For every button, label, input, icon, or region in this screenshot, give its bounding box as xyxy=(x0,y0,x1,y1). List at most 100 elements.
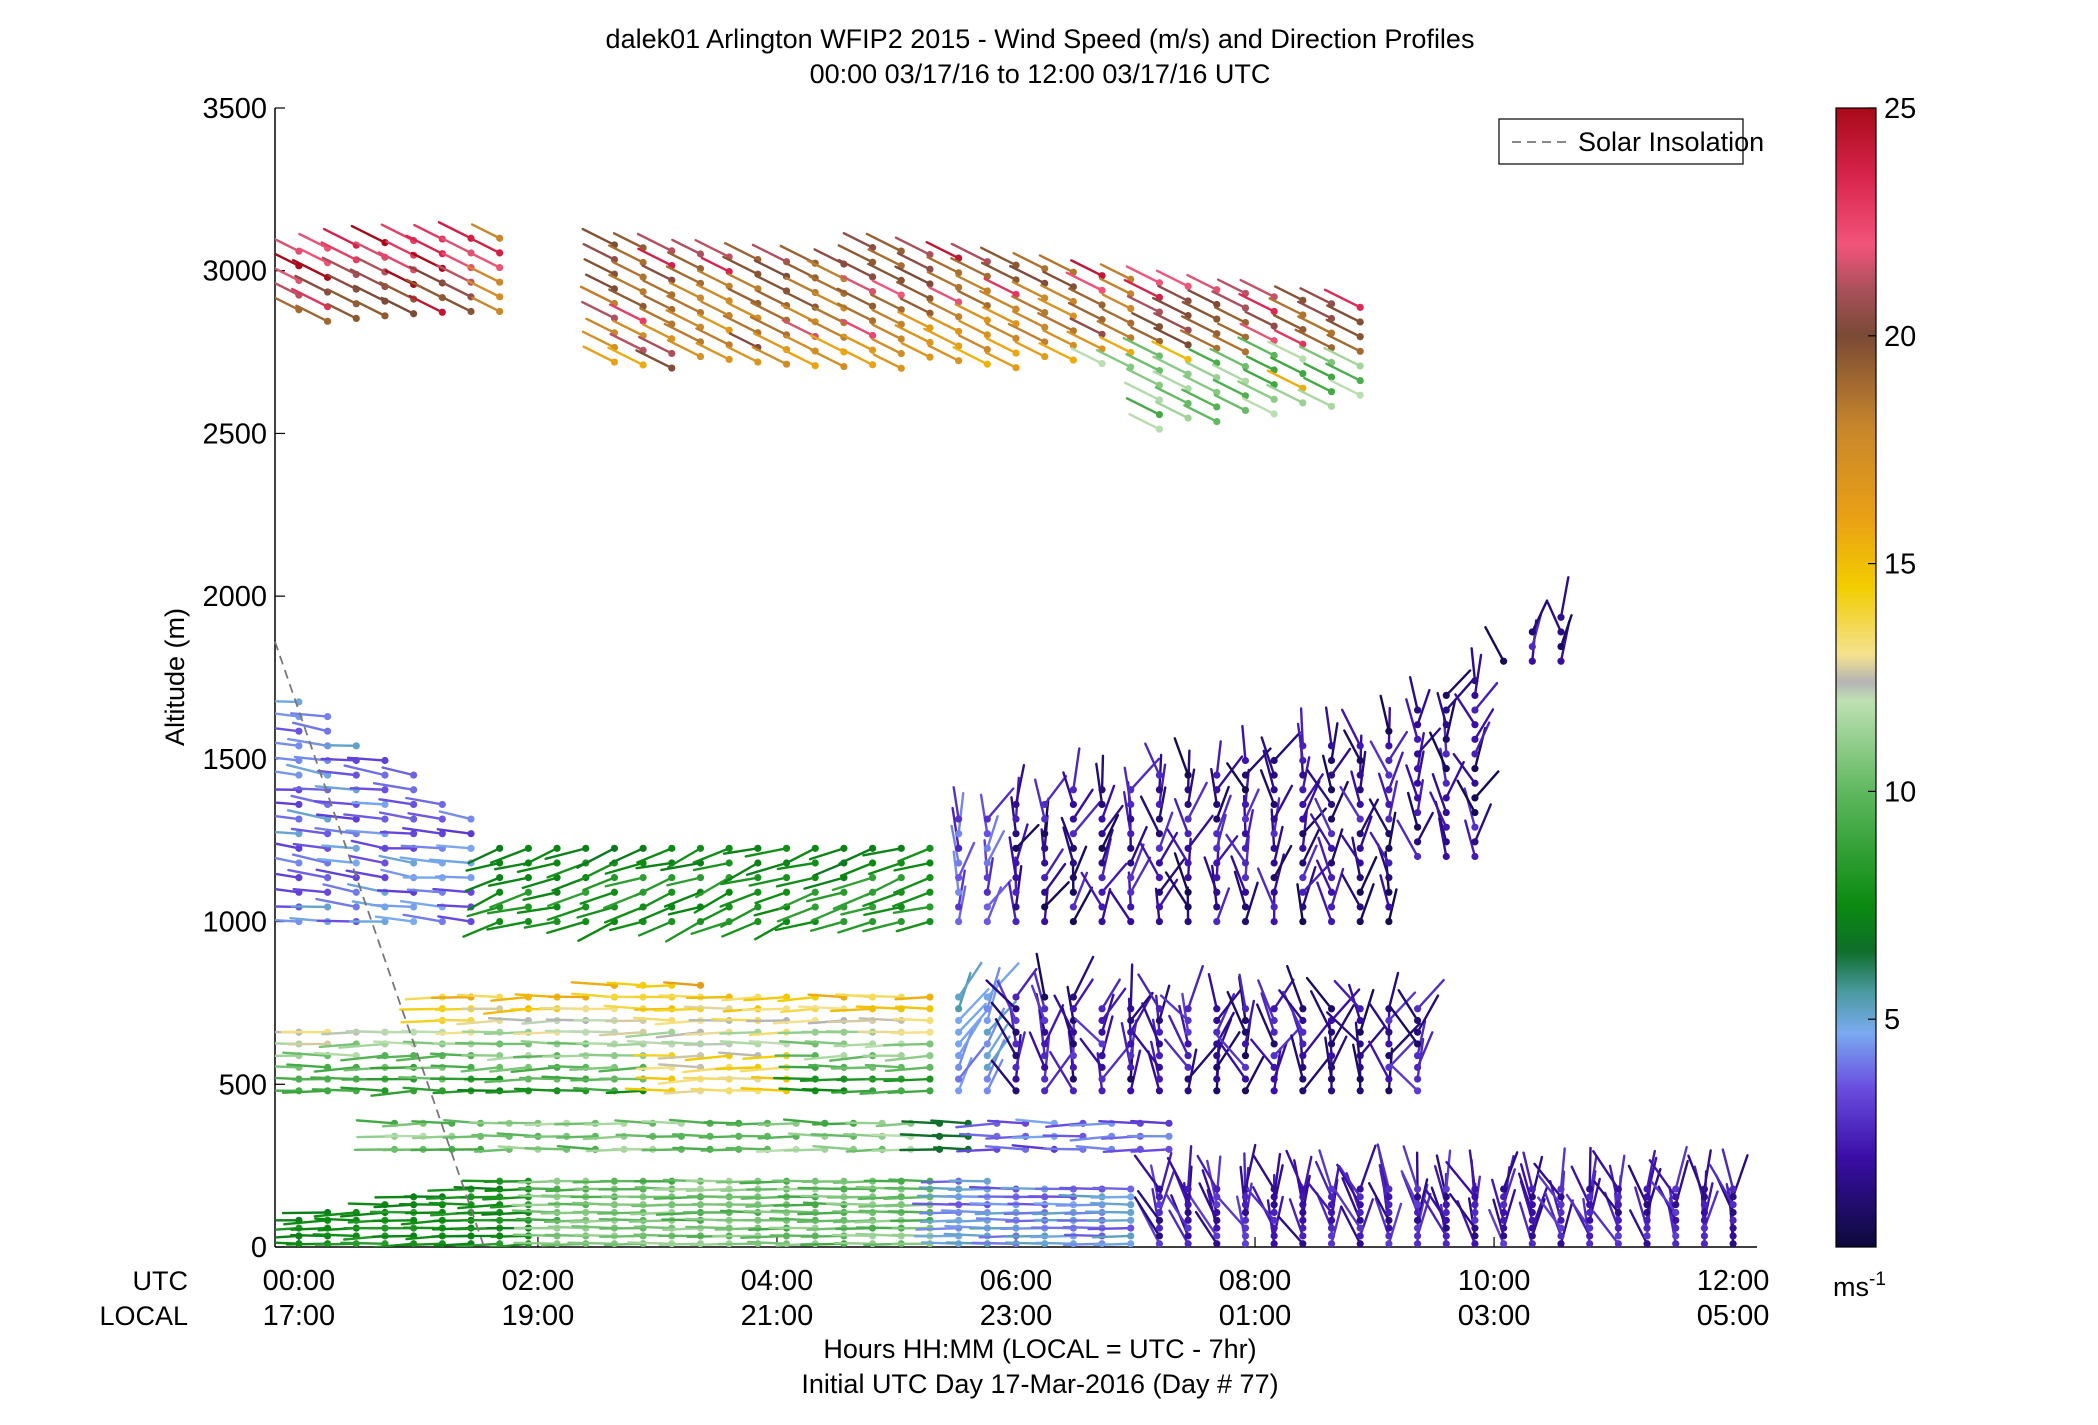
wind-barb-dot xyxy=(410,859,418,867)
wind-barb xyxy=(1151,340,1190,361)
wind-barb xyxy=(402,1086,444,1092)
wind-barb xyxy=(1367,1182,1391,1222)
wind-barb-dot xyxy=(782,360,791,368)
wind-barb xyxy=(986,815,999,850)
wind-barb-dot xyxy=(1241,1208,1250,1217)
wind-barb xyxy=(1164,871,1190,909)
wind-barb xyxy=(1187,289,1218,306)
wind-barb-dot xyxy=(1299,1075,1307,1083)
wind-barb xyxy=(291,853,329,865)
wind-barb xyxy=(1230,855,1247,894)
wind-barb xyxy=(327,303,358,320)
wind-barb-dot xyxy=(1442,779,1450,787)
wind-barb-dot xyxy=(926,888,934,896)
wind-barb xyxy=(466,279,501,299)
wind-barb-dot xyxy=(1069,1028,1077,1036)
wind-barb-dot xyxy=(1299,771,1307,779)
wind-barb xyxy=(719,1040,760,1046)
wind-barb-dot xyxy=(582,917,590,926)
wind-barb xyxy=(722,255,760,276)
wind-barb-dot xyxy=(553,903,561,911)
wind-barb-dot xyxy=(553,874,561,882)
wind-barb-dot xyxy=(1041,800,1049,809)
wind-barb-dot xyxy=(295,727,303,735)
wind-barb xyxy=(607,346,645,367)
wind-barb xyxy=(1473,653,1483,697)
wind-barb-dot xyxy=(1127,1201,1135,1209)
wind-barb xyxy=(400,1019,444,1024)
wind-barb xyxy=(614,1119,654,1125)
wind-barb xyxy=(1531,599,1549,634)
wind-barb xyxy=(1296,883,1305,923)
wind-barb xyxy=(807,318,846,339)
wind-barb xyxy=(634,876,673,897)
wind-barb xyxy=(275,887,301,894)
wind-barb xyxy=(1033,970,1046,1010)
wind-barb xyxy=(1072,788,1094,821)
wind-barb xyxy=(867,248,903,267)
wind-barb-dot xyxy=(1614,1216,1622,1224)
x-tick-label-utc: 12:00 xyxy=(1697,1265,1770,1297)
wind-barb-dot xyxy=(1127,1087,1135,1095)
wind-barb-dot xyxy=(496,844,504,852)
wind-barb-dot xyxy=(295,859,303,867)
wind-barb xyxy=(1186,749,1191,791)
wind-barb-dot xyxy=(811,844,819,852)
wind-barb xyxy=(884,1054,932,1062)
wind-barb xyxy=(608,273,645,293)
wind-barb-dot xyxy=(926,1075,934,1083)
wind-barb xyxy=(1015,1118,1056,1125)
wind-barb-dot xyxy=(955,1005,963,1013)
wind-barb xyxy=(722,847,760,855)
wind-barb-dot xyxy=(1299,1005,1307,1013)
wind-barb xyxy=(372,782,415,791)
wind-barb-dot xyxy=(1643,1232,1651,1240)
wind-barb xyxy=(1125,367,1161,387)
y-axis-label: Altitude (m) xyxy=(160,608,190,746)
wind-barb xyxy=(1133,1196,1161,1238)
wind-barb xyxy=(1341,834,1362,865)
wind-barb xyxy=(598,1066,645,1073)
wind-barb xyxy=(1257,979,1276,1022)
wind-barb xyxy=(340,1241,387,1245)
wind-barb-dot xyxy=(1356,1201,1364,1209)
wind-barb-dot xyxy=(754,358,762,366)
wind-barb xyxy=(928,315,960,333)
wind-barb-dot xyxy=(1127,319,1135,327)
wind-barb xyxy=(1100,987,1127,1022)
wind-barb-dot xyxy=(1241,874,1250,882)
wind-barb-dot xyxy=(1586,1208,1594,1217)
wind-barb-dot xyxy=(1155,1193,1164,1201)
wind-barb-dot xyxy=(1184,341,1192,349)
wind-barb xyxy=(322,883,358,894)
wind-barb xyxy=(700,300,731,317)
wind-barb xyxy=(633,1053,673,1057)
wind-barb xyxy=(1123,278,1161,299)
wind-barb xyxy=(1359,856,1378,894)
wind-barb xyxy=(703,1121,740,1125)
wind-barb xyxy=(1100,1044,1131,1081)
wind-barb xyxy=(1416,978,1445,1010)
wind-barb-dot xyxy=(1356,1216,1364,1224)
wind-barb xyxy=(1181,300,1218,321)
wind-barb-dot xyxy=(1012,844,1020,852)
wind-barb-dot xyxy=(1672,1185,1680,1193)
wind-barb-dot xyxy=(1413,1193,1422,1201)
wind-barb-dot xyxy=(1041,265,1049,273)
wind-barb xyxy=(1055,1203,1104,1207)
wind-barb xyxy=(718,1031,760,1035)
wind-barb xyxy=(603,905,645,924)
wind-barb-dot xyxy=(1700,1232,1709,1240)
wind-barb xyxy=(609,847,645,865)
wind-barb xyxy=(1468,1149,1477,1191)
wind-barb-dot xyxy=(1327,373,1336,381)
wind-barb xyxy=(1456,779,1477,814)
wind-barb-dot xyxy=(897,364,905,372)
wind-barb xyxy=(275,756,301,762)
wind-barb xyxy=(776,905,817,923)
wind-barb-dot xyxy=(1385,830,1393,838)
wind-barb xyxy=(806,259,846,280)
wind-barb xyxy=(371,1234,415,1238)
wind-barb xyxy=(700,256,731,273)
wind-barb-dot xyxy=(1672,1232,1680,1240)
